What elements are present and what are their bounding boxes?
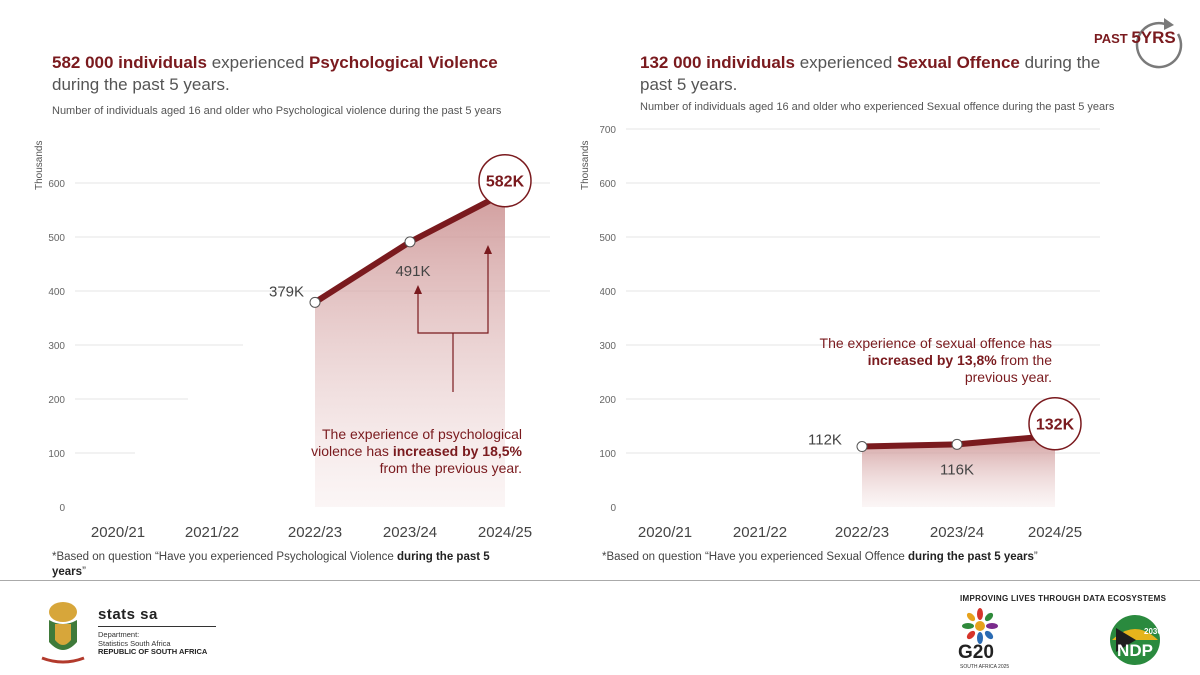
right-annotation-bold: increased by 13,8%: [867, 352, 997, 368]
badge-big: 5YRS: [1131, 28, 1176, 47]
stats-sa-country: REPUBLIC OF SOUTH AFRICA: [98, 647, 208, 656]
left-ytick-label: 200: [48, 395, 65, 406]
left-highlight-circle: [478, 153, 532, 208]
stats-sa-underline: [98, 626, 216, 627]
left-title-mid: experienced: [206, 53, 310, 72]
left-xtick-label: 2024/25: [478, 524, 532, 541]
left-data-label: 491K: [395, 263, 430, 280]
left-ytick-label: 600: [48, 179, 65, 190]
right-ylabel: Thousands: [580, 140, 591, 190]
left-ytick-label: 0: [59, 503, 65, 514]
left-panel-title: 582 000 individuals experienced Psycholo…: [52, 52, 522, 96]
left-ytick-label: 100: [48, 449, 65, 460]
right-ytick-label: 700: [600, 125, 616, 136]
left-xtick-label: 2020/21: [91, 524, 145, 541]
right-panel-title: 132 000 individuals experienced Sexual O…: [640, 52, 1110, 96]
dept-line-2: Statistics South Africa: [98, 639, 171, 648]
left-ytick-label: 400: [48, 287, 65, 298]
ndp-text: NDP: [1117, 641, 1153, 660]
refresh-circle-icon: [1135, 18, 1183, 69]
left-footnote-bold: during the past 5 years: [52, 551, 490, 578]
footer-divider: [0, 580, 1200, 581]
left-panel-subtitle: Number of individuals aged 16 and older …: [52, 105, 502, 117]
right-ytick-label: 600: [600, 179, 616, 190]
right-annotation-post: from the previous year.: [964, 352, 1052, 385]
left-data-label: 582K: [486, 174, 525, 191]
right-footnote-post: ”: [1033, 551, 1038, 563]
footer-tagline: IMPROVING LIVES THROUGH DATA ECOSYSTEMS: [960, 594, 1167, 603]
left-data-point: [309, 296, 321, 308]
left-arrowhead-icon: [484, 245, 492, 254]
left-title-category: Psychological Violence: [309, 53, 498, 72]
badge-prefix: PAST: [1094, 31, 1128, 46]
right-ytick-label: 500: [600, 233, 616, 244]
right-title-end: during the past 5 years.: [640, 53, 1101, 94]
right-xtick-label: 2020/21: [638, 524, 692, 541]
left-chart: 0 100 200 300 400 500 600 2020/21 2021/22 2022/23…: [48, 153, 550, 541]
right-data-label: 116K: [940, 461, 974, 478]
stats-sa-department: Department: Statistics South Africa: [98, 630, 171, 648]
left-title-end: during the past 5 years.: [52, 75, 230, 94]
right-ytick-label: 300: [600, 341, 616, 352]
right-xtick-label: 2021/22: [733, 524, 787, 541]
right-title-mid: experienced: [794, 53, 898, 72]
left-area-fill: [315, 192, 505, 507]
left-footnote-pre: *Based on question “Have you experienced…: [52, 551, 398, 563]
right-ytick-label: 400: [600, 287, 616, 298]
left-ytick-label: 500: [48, 233, 65, 244]
left-annotation-post: from the previous year.: [379, 460, 522, 476]
right-data-label: 132K: [1036, 417, 1075, 434]
left-annotation: The experience of psychological violence…: [290, 426, 522, 477]
left-xtick-label: 2021/22: [185, 524, 239, 541]
left-footnote-post: ”: [82, 566, 86, 578]
left-data-point: [404, 236, 416, 248]
g20-logo-sub: SOUTH AFRICA 2025: [960, 664, 1010, 670]
left-data-label: 379K: [269, 283, 304, 300]
left-xtick-label: 2022/23: [288, 524, 342, 541]
g20-flower-icon: [962, 608, 998, 644]
right-footnote-bold: during the past 5 years: [908, 551, 1034, 563]
right-data-point: [951, 438, 963, 450]
left-annotation-bold: increased by 18,5%: [392, 443, 522, 459]
right-chart: 0 100 200 300 400 500 600 700 2020/21 2021/22 2022…: [600, 125, 1100, 541]
g20-logo-text: G20: [958, 642, 994, 663]
past-5yrs-label: PAST 5YRS: [1094, 28, 1176, 48]
right-ytick-label: 100: [600, 449, 616, 460]
left-title-count: 582 000 individuals: [52, 53, 207, 72]
right-title-category: Sexual Offence: [897, 53, 1020, 72]
left-ytick-label: 300: [48, 341, 65, 352]
right-data-label: 112K: [808, 432, 842, 449]
left-footnote: *Based on question “Have you experienced…: [52, 550, 522, 580]
right-annotation-pre: The experience of sexual offence has: [819, 335, 1052, 351]
right-area-fill: [862, 435, 1055, 507]
right-highlight-circle: [1028, 396, 1082, 451]
stats-sa-name: stats sa: [98, 606, 158, 623]
right-panel-subtitle: Number of individuals aged 16 and older …: [640, 101, 1115, 113]
right-title-count: 132 000 individuals: [640, 53, 795, 72]
right-xtick-label: 2023/24: [930, 524, 984, 541]
ndp-year-text: 2030: [1144, 627, 1162, 636]
left-ylabel: Thousands: [34, 140, 45, 190]
coat-of-arms-logo: [41, 602, 85, 664]
left-annotation-pre: The experience of psychological violence…: [311, 426, 522, 459]
ndp-2030-logo: 2030 NDP: [1110, 615, 1162, 665]
right-ytick-label: 0: [610, 503, 616, 514]
right-data-point: [856, 441, 868, 453]
left-xtick-label: 2023/24: [383, 524, 437, 541]
left-arrowhead-icon: [414, 285, 422, 294]
right-footnote: *Based on question “Have you experienced…: [602, 550, 1162, 565]
right-ytick-label: 200: [600, 395, 616, 406]
dept-line-1: Department:: [98, 630, 140, 639]
right-footnote-pre: *Based on question “Have you experienced…: [602, 551, 909, 563]
right-annotation: The experience of sexual offence has inc…: [812, 335, 1052, 386]
right-xtick-label: 2022/23: [835, 524, 889, 541]
right-xtick-label: 2024/25: [1028, 524, 1082, 541]
